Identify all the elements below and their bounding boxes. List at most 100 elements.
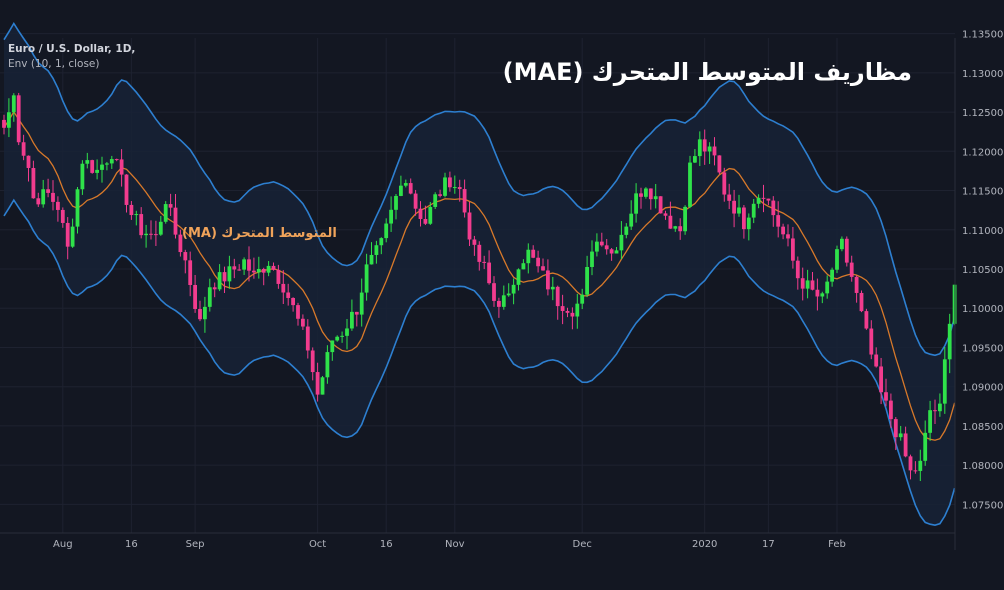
candle-body (938, 403, 942, 412)
candle-body (889, 400, 893, 420)
candle-body (173, 207, 178, 235)
candle-body (188, 260, 193, 286)
candle-body (75, 189, 80, 227)
candle-body (546, 270, 550, 290)
candle-body (928, 410, 932, 433)
candle-body (134, 214, 139, 216)
price-tick-label: 1.09000 (962, 383, 1003, 394)
candle-body (707, 146, 712, 152)
indicator-label: Env (10, 1, close) (8, 58, 100, 70)
candle-body (394, 195, 398, 210)
candle-body (163, 204, 168, 222)
candle-body (565, 310, 570, 313)
candle-body (198, 308, 202, 320)
candle-body (320, 377, 325, 395)
candle-body (310, 350, 315, 373)
candle-body (109, 159, 114, 164)
candle-body (487, 262, 491, 284)
candle-body (183, 252, 188, 261)
candle-body (452, 187, 457, 189)
candle-body (119, 159, 124, 175)
candle-body (70, 226, 75, 247)
candle-body (41, 189, 46, 205)
candle-body (629, 213, 634, 227)
candle-body (536, 257, 540, 267)
candle-body (154, 234, 158, 236)
envelope-lower-line (3, 198, 956, 527)
time-tick-label: Sep (186, 539, 205, 550)
candle-body (222, 272, 227, 282)
price-tick-label: 1.08500 (962, 422, 1003, 433)
candle-body (291, 297, 295, 306)
candle-body (350, 311, 354, 329)
candle-body (727, 194, 732, 201)
candle-body (85, 160, 90, 164)
price-tick-label: 1.13000 (962, 69, 1003, 80)
candle-body (232, 266, 237, 270)
candle-body (717, 155, 722, 173)
candle-body (60, 209, 65, 223)
candle-body (918, 460, 923, 471)
candle-body (389, 209, 393, 224)
candle-body (590, 251, 594, 267)
candle-body (100, 164, 104, 170)
candle-body (482, 261, 487, 263)
price-tick-label: 1.10000 (962, 304, 1003, 315)
candle-body (761, 197, 766, 199)
candle-body (11, 95, 16, 113)
candle-body (413, 193, 418, 209)
candle-body (139, 214, 144, 236)
candle-body (80, 163, 85, 190)
candle-body (281, 283, 286, 293)
candle-body (531, 249, 536, 258)
candle-body (477, 244, 482, 262)
candle-body (403, 183, 408, 186)
candle-body (149, 233, 153, 235)
time-tick-label: 16 (380, 539, 393, 550)
candle-body (923, 432, 928, 461)
candle-body (619, 234, 624, 251)
candle-body (193, 285, 197, 309)
candle-body (776, 215, 781, 227)
candle-body (688, 162, 692, 207)
candle-body (56, 201, 60, 210)
candle-body (46, 189, 50, 193)
candle-body (168, 204, 173, 208)
price-tick-label: 1.07500 (962, 500, 1003, 511)
candle-body (330, 340, 335, 353)
candle-body (438, 194, 442, 196)
candle-body (756, 197, 761, 204)
candle-body (854, 276, 859, 293)
candle-body (384, 223, 389, 239)
candle-body (595, 241, 599, 252)
time-tick-label: Oct (309, 539, 326, 550)
candle-body (178, 234, 183, 253)
chart-title: مظاريف المتوسط المتحرك (MAE) (502, 58, 912, 86)
candle-body (791, 238, 795, 261)
candle-body (16, 95, 21, 143)
candle-body (423, 218, 428, 224)
candle-body (227, 266, 232, 282)
price-tick-label: 1.10500 (962, 265, 1003, 276)
candle-body (286, 292, 291, 298)
candle-body (335, 336, 340, 341)
candle-body (678, 226, 683, 232)
time-tick-label: 2020 (692, 539, 717, 550)
candle-body (800, 278, 805, 289)
candle-body (271, 265, 276, 270)
candle-body (668, 215, 673, 229)
candle-body (369, 254, 374, 265)
candle-body (497, 300, 501, 307)
candle-body (158, 221, 163, 235)
candle-body (354, 311, 359, 315)
candle-body (203, 306, 207, 320)
candle-body (810, 280, 815, 290)
candle-body (673, 226, 678, 229)
candles (2, 92, 957, 482)
candle-body (472, 239, 477, 245)
candle-body (599, 241, 604, 246)
candle-body (864, 311, 869, 329)
candle-body (36, 198, 41, 205)
candle-body (428, 206, 433, 224)
